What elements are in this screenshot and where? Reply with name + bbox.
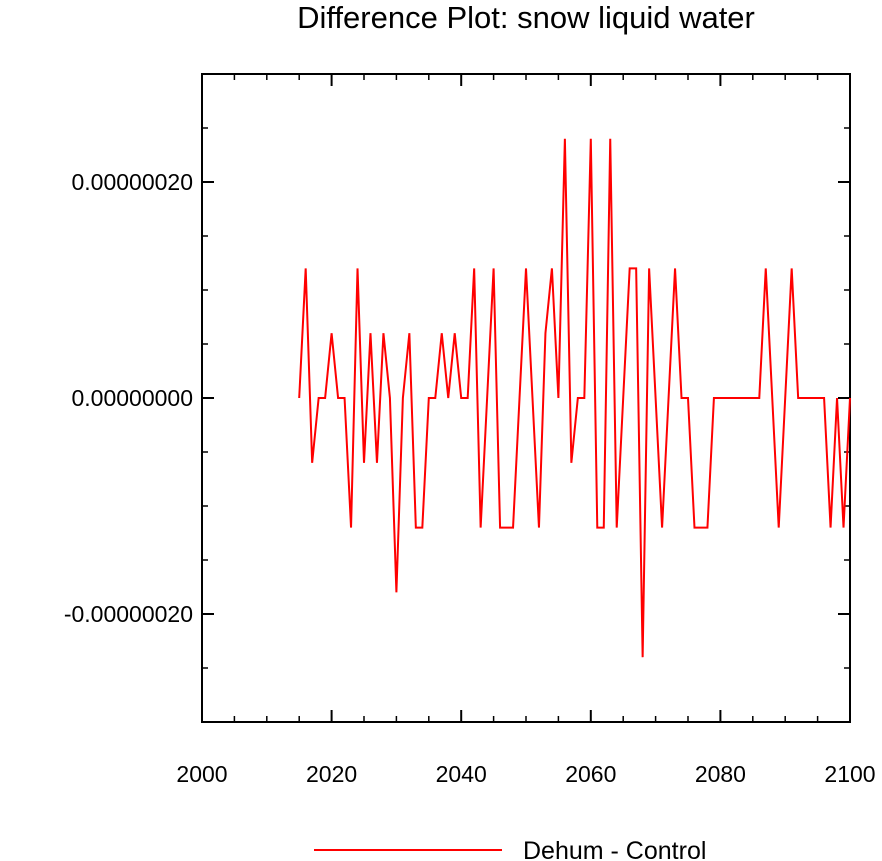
x-tick-label: 2000 <box>176 761 227 787</box>
chart-title: Difference Plot: snow liquid water <box>297 0 755 35</box>
legend-label-dehum-control: Dehum - Control <box>523 837 706 861</box>
axis-ticks: 2000 2020 2040 2060 2080 2100 -0.00000020 0.000… <box>64 74 876 787</box>
legend: Dehum - Control <box>314 837 706 861</box>
x-tick-label: 2040 <box>436 761 487 787</box>
y-tick-label: 0.00000000 <box>71 385 193 411</box>
y-tick-label: -0.00000020 <box>64 601 193 627</box>
series-line-dehum-control <box>298 138 851 658</box>
x-tick-label: 2060 <box>565 761 616 787</box>
y-tick-label: 0.00000020 <box>71 169 193 195</box>
x-tick-label: 2100 <box>824 761 875 787</box>
series-layer <box>298 138 851 658</box>
x-tick-label: 2020 <box>306 761 357 787</box>
x-tick-label: 2080 <box>695 761 746 787</box>
